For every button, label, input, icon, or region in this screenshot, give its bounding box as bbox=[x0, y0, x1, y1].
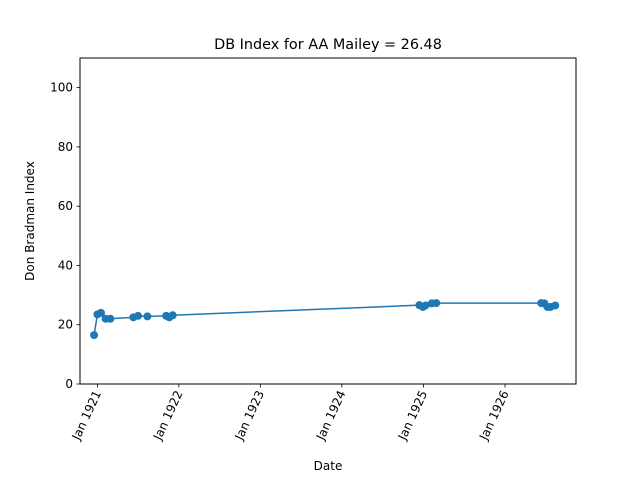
y-tick-label: 20 bbox=[58, 318, 73, 332]
y-axis-label: Don Bradman Index bbox=[23, 161, 37, 281]
chart-title: DB Index for AA Mailey = 26.48 bbox=[214, 37, 442, 53]
y-tick-label: 60 bbox=[58, 199, 73, 213]
plot-area bbox=[90, 299, 560, 340]
axes-frame bbox=[79, 57, 577, 385]
x-axis-label: Date bbox=[314, 459, 343, 473]
y-tick-label: 80 bbox=[58, 140, 73, 154]
y-tick-label: 0 bbox=[65, 377, 73, 391]
data-point bbox=[432, 299, 441, 308]
y-axis: 0 20 40 60 80 100 bbox=[50, 81, 80, 391]
data-point bbox=[134, 311, 143, 320]
data-point bbox=[90, 331, 99, 340]
data-point bbox=[551, 301, 560, 310]
data-point bbox=[96, 308, 105, 317]
data-point bbox=[421, 301, 430, 310]
data-point bbox=[143, 312, 152, 321]
y-tick-label: 40 bbox=[58, 258, 73, 272]
data-point bbox=[168, 311, 177, 320]
data-point bbox=[106, 314, 115, 323]
y-tick-label: 100 bbox=[50, 81, 73, 95]
